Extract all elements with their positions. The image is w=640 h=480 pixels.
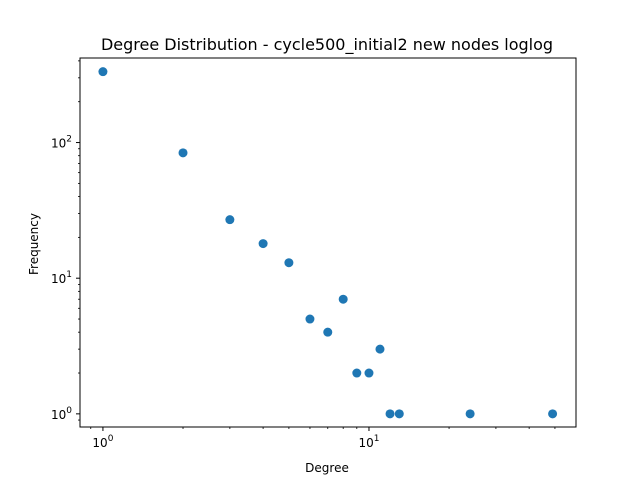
data-point-13: [394, 409, 404, 419]
chart-title: Degree Distribution - cycle500_initial2 …: [101, 35, 553, 55]
x-tick-label: 100: [92, 434, 113, 450]
data-point-14: [465, 409, 475, 419]
data-point-8: [338, 294, 348, 304]
data-point-3: [225, 215, 235, 225]
data-point-6: [305, 314, 315, 324]
x-axis-title: Degree: [305, 461, 349, 475]
data-point-7: [323, 327, 333, 337]
y-axis-title: Frequency: [27, 213, 41, 275]
plot-area: [98, 67, 558, 419]
data-point-12: [385, 409, 395, 419]
data-point-9: [352, 368, 362, 378]
data-point-15: [548, 409, 558, 419]
y-tick-label: 100: [51, 406, 72, 422]
data-point-5: [284, 258, 294, 268]
data-point-4: [258, 239, 268, 249]
data-point-1: [98, 67, 108, 77]
data-point-11: [375, 344, 385, 354]
x-tick-label: 101: [358, 434, 379, 450]
y-tick-label: 102: [51, 135, 72, 151]
y-tick-label: 101: [51, 270, 72, 286]
data-point-2: [178, 148, 188, 158]
axes: 100 101 100 101 102: [51, 57, 577, 450]
data-point-10: [364, 368, 374, 378]
